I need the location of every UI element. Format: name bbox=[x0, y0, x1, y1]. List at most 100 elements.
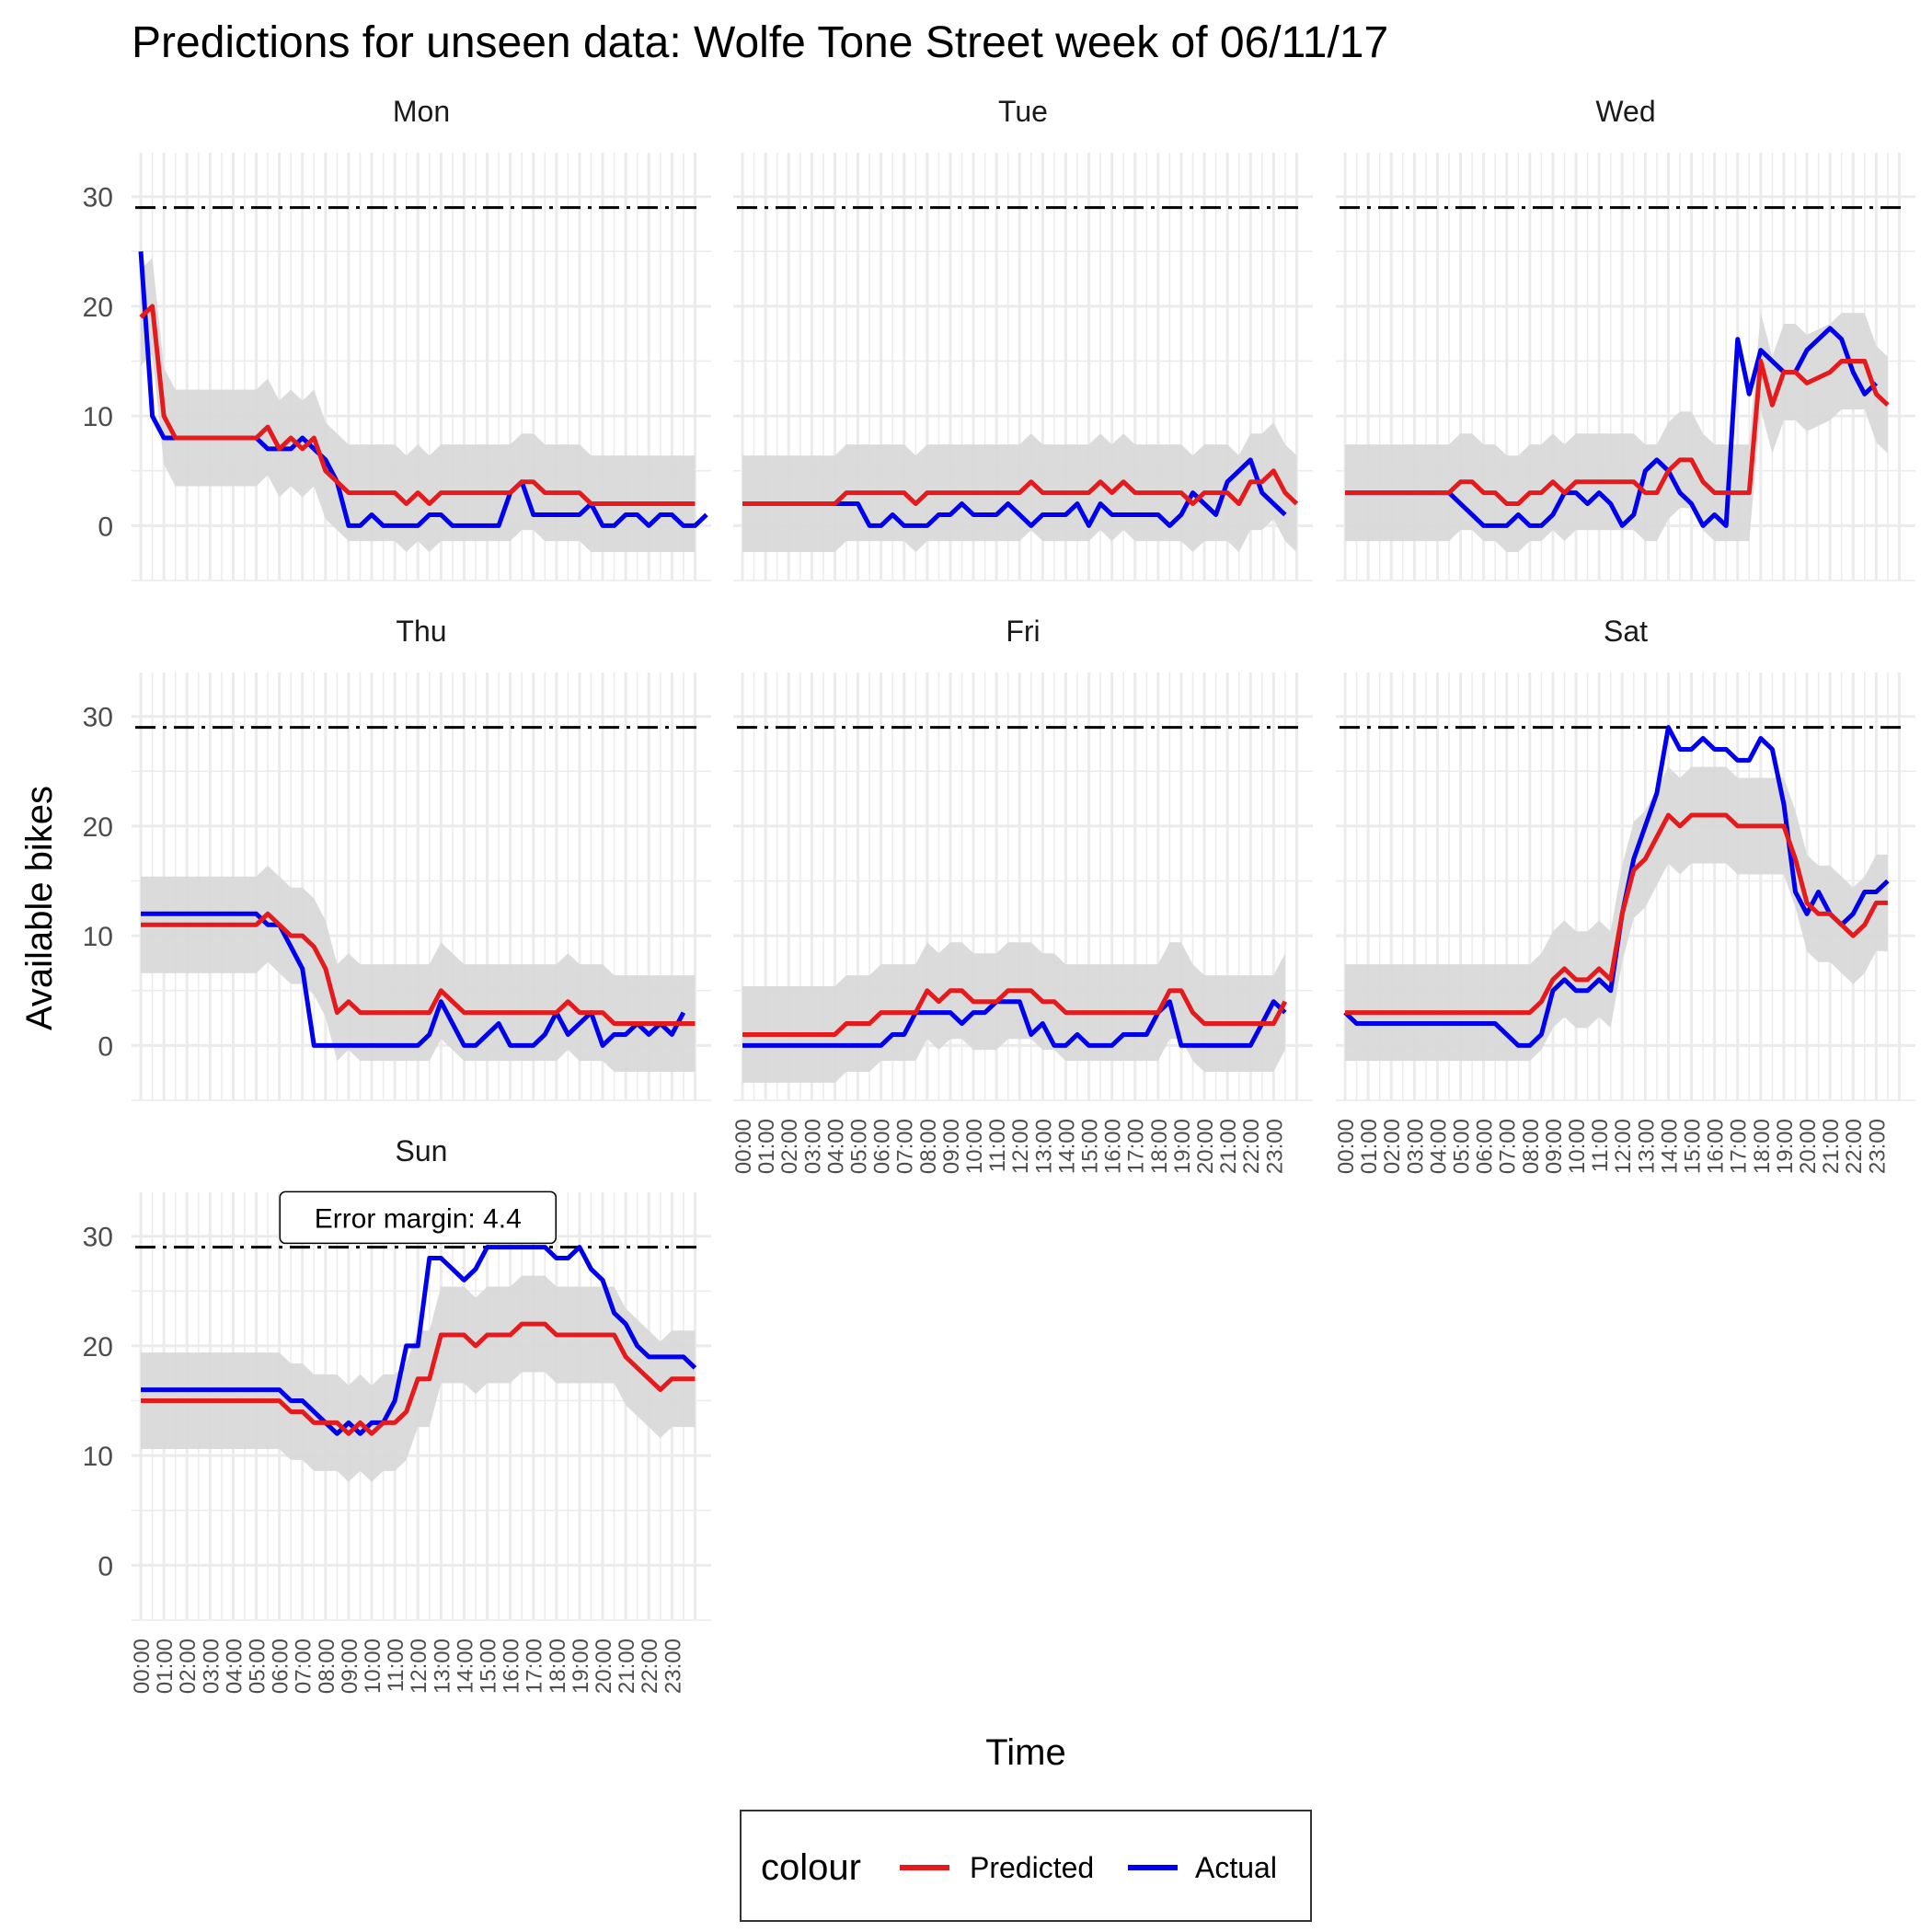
panel-sat: Sat 00:0001:0002:0003:0004:0005:0006:0007… bbox=[1334, 615, 1915, 1174]
x-tick-label: 15:00 bbox=[1681, 1119, 1706, 1174]
x-tick-label: 08:00 bbox=[1519, 1119, 1544, 1174]
x-tick-label: 12:00 bbox=[1611, 1119, 1636, 1174]
x-tick-label: 12:00 bbox=[407, 1639, 431, 1694]
x-tick-label: 04:00 bbox=[1426, 1119, 1451, 1174]
x-tick-label: 05:00 bbox=[246, 1639, 270, 1694]
x-tick-label: 16:00 bbox=[1101, 1119, 1126, 1174]
panel-thu: Thu 0 10 20 30 bbox=[83, 615, 711, 1101]
panel-tue: Tue bbox=[733, 95, 1313, 581]
x-tick-label: 15:00 bbox=[477, 1639, 501, 1694]
x-tick-label: 09:00 bbox=[338, 1639, 362, 1694]
x-tick-label: 09:00 bbox=[1542, 1119, 1567, 1174]
x-tick-label: 12:00 bbox=[1008, 1119, 1033, 1174]
x-tick-label: 02:00 bbox=[1380, 1119, 1405, 1174]
legend: colour Predicted Actual bbox=[740, 1810, 1312, 1922]
series-line-predicted bbox=[1345, 359, 1890, 507]
x-tick-label: 18:00 bbox=[546, 1639, 570, 1694]
x-tick-label: 03:00 bbox=[199, 1639, 224, 1694]
y-tick-label: 30 bbox=[83, 183, 113, 213]
x-tick-label: 20:00 bbox=[592, 1639, 616, 1694]
x-tick-label: 18:00 bbox=[1750, 1119, 1775, 1174]
x-tick-label: 23:00 bbox=[1262, 1119, 1287, 1174]
y-tick-label: 20 bbox=[83, 812, 113, 843]
x-tick-label: 20:00 bbox=[1796, 1119, 1821, 1174]
x-tick-label: 02:00 bbox=[176, 1639, 201, 1694]
panel-wed: Wed bbox=[1336, 95, 1915, 581]
x-tick-label: 14:00 bbox=[453, 1639, 477, 1694]
x-axis-title: Time bbox=[985, 1732, 1065, 1773]
x-tick-label: 08:00 bbox=[315, 1639, 339, 1694]
x-tick-label: 17:00 bbox=[523, 1639, 547, 1694]
series-line-actual bbox=[1345, 326, 1879, 528]
x-tick-label: 01:00 bbox=[754, 1119, 779, 1174]
x-tick-label: 13:00 bbox=[1634, 1119, 1659, 1174]
x-tick-label: 23:00 bbox=[1865, 1119, 1890, 1174]
x-tick-label: 10:00 bbox=[361, 1639, 385, 1694]
x-tick-label: 22:00 bbox=[1842, 1119, 1867, 1174]
legend-label-actual: Actual bbox=[1195, 1851, 1277, 1884]
x-tick-label: 13:00 bbox=[430, 1639, 454, 1694]
series-line-predicted bbox=[742, 988, 1288, 1037]
series-line-actual bbox=[1343, 725, 1890, 1048]
x-tick-label: 11:00 bbox=[384, 1639, 408, 1692]
y-axis-title: Available bikes bbox=[19, 786, 60, 1030]
panel-sun: Sun 0 10 20 30 00:0001:0002:0003:0004:0005:00… bbox=[83, 1134, 711, 1694]
x-tick-label: 19:00 bbox=[569, 1639, 593, 1694]
annotation-box bbox=[279, 1190, 557, 1245]
x-tick-label: 14:00 bbox=[1054, 1119, 1079, 1174]
x-tick-label: 09:00 bbox=[939, 1119, 964, 1174]
x-tick-label: 06:00 bbox=[1473, 1119, 1498, 1174]
panel-label: Sun bbox=[396, 1134, 448, 1167]
y-tick-label: 30 bbox=[83, 1223, 113, 1253]
x-tick-label: 04:00 bbox=[222, 1639, 247, 1694]
legend-label-predicted: Predicted bbox=[970, 1851, 1094, 1884]
y-tick-label: 0 bbox=[98, 512, 113, 542]
x-tick-label: 10:00 bbox=[1565, 1119, 1590, 1174]
x-tick-label: 00:00 bbox=[731, 1119, 756, 1174]
series-line-actual bbox=[141, 911, 686, 1048]
x-tick-label: 15:00 bbox=[1078, 1119, 1103, 1174]
legend-title: colour bbox=[761, 1847, 861, 1888]
x-tick-label: 00:00 bbox=[130, 1639, 155, 1694]
x-tick-label: 06:00 bbox=[269, 1639, 293, 1694]
x-tick-label: 04:00 bbox=[823, 1119, 848, 1174]
y-tick-label: 10 bbox=[83, 922, 113, 952]
error-band bbox=[1345, 766, 1888, 1062]
error-band bbox=[742, 422, 1297, 552]
panel-label: Wed bbox=[1595, 95, 1655, 128]
x-tick-label: 05:00 bbox=[1450, 1119, 1475, 1174]
y-tick-label: 10 bbox=[83, 1442, 113, 1472]
series-line-actual bbox=[742, 999, 1287, 1048]
x-tick-label: 18:00 bbox=[1147, 1119, 1172, 1174]
x-tick-label: 21:00 bbox=[1819, 1119, 1844, 1174]
x-tick-label: 08:00 bbox=[916, 1119, 941, 1174]
x-tick-label: 03:00 bbox=[800, 1119, 825, 1174]
x-tick-label: 17:00 bbox=[1124, 1119, 1149, 1174]
x-tick-label: 07:00 bbox=[1496, 1119, 1521, 1174]
x-tick-label: 01:00 bbox=[153, 1639, 178, 1694]
x-tick-label: 14:00 bbox=[1657, 1119, 1682, 1174]
y-tick-label: 10 bbox=[83, 402, 113, 432]
x-tick-label: 07:00 bbox=[893, 1119, 918, 1174]
x-tick-label: 20:00 bbox=[1193, 1119, 1218, 1174]
x-tick-label: 21:00 bbox=[1216, 1119, 1241, 1174]
x-tick-label: 19:00 bbox=[1170, 1119, 1195, 1174]
x-tick-label: 06:00 bbox=[870, 1119, 895, 1174]
series-line-predicted bbox=[742, 468, 1299, 507]
panel-label: Sat bbox=[1604, 615, 1648, 648]
error-band bbox=[141, 865, 696, 1072]
x-tick-label: 02:00 bbox=[777, 1119, 802, 1174]
y-tick-label: 20 bbox=[83, 1332, 113, 1363]
x-tick-label: 16:00 bbox=[500, 1639, 524, 1694]
y-tick-label: 30 bbox=[83, 703, 113, 733]
x-tick-label: 22:00 bbox=[638, 1639, 662, 1694]
x-tick-label: 11:00 bbox=[985, 1119, 1010, 1172]
x-tick-label: 13:00 bbox=[1031, 1119, 1056, 1174]
y-tick-label: 20 bbox=[83, 293, 113, 323]
x-tick-label: 00:00 bbox=[1334, 1119, 1359, 1174]
x-tick-label: 21:00 bbox=[615, 1639, 639, 1694]
panel-label: Thu bbox=[396, 615, 446, 648]
panel-label: Tue bbox=[998, 95, 1048, 128]
